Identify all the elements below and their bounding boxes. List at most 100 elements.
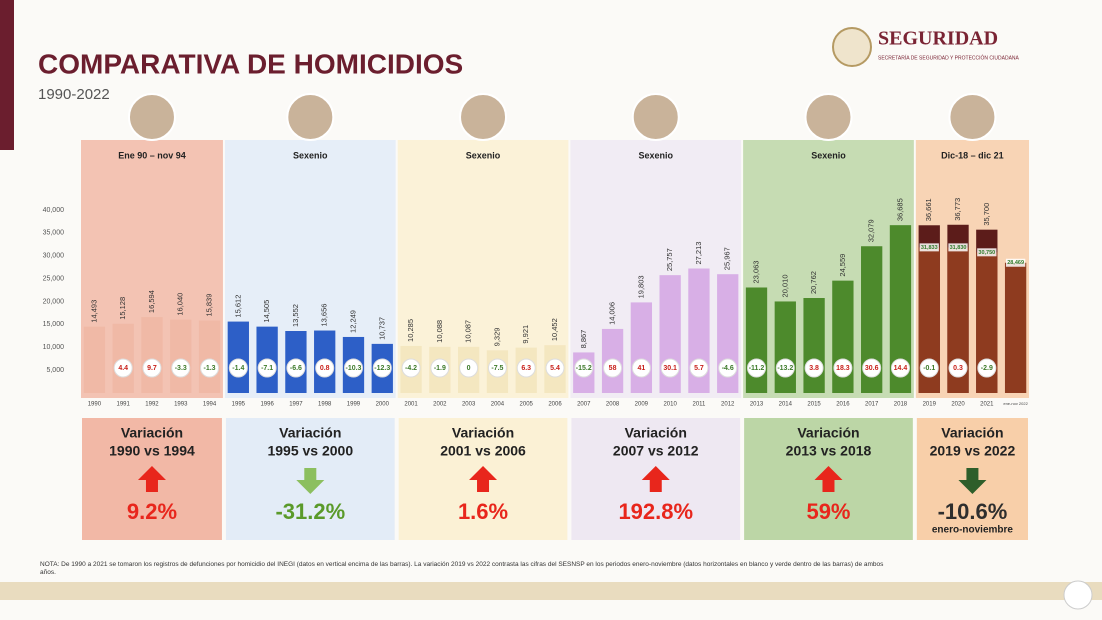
bar-value-label: 19,803 — [636, 275, 645, 298]
panel-comparison: 2013 vs 2018 — [786, 443, 872, 459]
y-tick-label: 5,000 — [46, 367, 64, 374]
change-badge — [862, 358, 882, 378]
variation-value: -31.2% — [275, 499, 345, 524]
title: COMPARATIVA DE HOMICIDIOS — [38, 48, 463, 79]
period-label: Sexenio — [811, 150, 846, 160]
inner-label-bg — [919, 243, 939, 252]
x-tick-label: 2002 — [433, 402, 447, 408]
bar-value-label: 12,249 — [348, 310, 357, 333]
inner-bar — [918, 247, 940, 393]
change-value: -4.6 — [722, 365, 734, 372]
x-tick-label: 1994 — [203, 402, 217, 408]
x-tick-label: 2004 — [491, 402, 505, 408]
panel-comparison: 1995 vs 2000 — [267, 443, 353, 459]
bar — [803, 298, 825, 393]
x-tick-label: 2018 — [894, 402, 908, 408]
change-value: 0.8 — [320, 365, 330, 372]
portrait — [286, 93, 335, 141]
inner-bar — [1004, 262, 1027, 393]
bar-value-label: 10,088 — [435, 320, 444, 343]
panel-comparison: 2007 vs 2012 — [613, 443, 699, 459]
change-badge — [718, 358, 738, 378]
x-tick-label: 2008 — [606, 402, 620, 408]
x-tick-label: 1991 — [117, 402, 131, 408]
bar-value-label: 25,967 — [723, 247, 732, 270]
change-value: 4.4 — [118, 365, 128, 372]
inner-label-bg — [948, 243, 968, 252]
portrait — [631, 93, 680, 141]
panel-title: Variación — [941, 425, 1003, 441]
change-value: -4.2 — [405, 365, 417, 372]
bar — [861, 246, 883, 393]
y-tick-label: 20,000 — [43, 298, 65, 305]
period-label: Ene 90 – nov 94 — [118, 150, 186, 160]
logo-subtext: SECRETARÍA DE SEGURIDAD Y PROTECCIÓN CIU… — [878, 54, 1020, 61]
change-badge — [286, 358, 306, 378]
y-tick-label: 10,000 — [43, 344, 65, 351]
bar — [170, 319, 192, 393]
period-label: Sexenio — [466, 150, 501, 160]
bar-value-label: 20,762 — [809, 271, 818, 294]
change-badge — [689, 358, 709, 378]
x-tick-label: 2014 — [779, 402, 793, 408]
change-value: -0.1 — [923, 365, 935, 372]
x-tick-label: 2010 — [663, 402, 677, 408]
y-tick-label: 35,000 — [43, 230, 65, 237]
bar-value-label: 10,285 — [406, 319, 415, 342]
inner-value-label: 28,469 — [1007, 260, 1024, 266]
bar — [630, 302, 653, 393]
x-tick-label: 1996 — [260, 402, 274, 408]
x-tick-label: 2012 — [721, 402, 735, 408]
bar — [141, 317, 163, 393]
variation-value: 192.8% — [618, 499, 693, 524]
bar-value-label: 14,505 — [262, 300, 271, 323]
change-badge — [919, 358, 939, 378]
bar-value-label: 32,079 — [867, 219, 876, 242]
x-tick-label: 1990 — [88, 402, 102, 408]
panel-title: Variación — [121, 425, 183, 441]
change-badge — [487, 358, 507, 378]
variation-value: 59% — [806, 499, 850, 524]
change-value: -13.2 — [777, 365, 793, 372]
x-tick-label: 1992 — [145, 402, 159, 408]
x-tick-label: 2016 — [836, 402, 850, 408]
note: NOTA: De 1990 a 2021 se tomaron los regi… — [40, 561, 884, 576]
change-badge — [257, 358, 277, 378]
variation-value: -10.6% — [938, 499, 1008, 524]
x-tick-label: 1993 — [174, 402, 188, 408]
change-value: 30.6 — [865, 365, 879, 372]
change-badge — [171, 358, 191, 378]
bar-value-label: 9,329 — [492, 328, 501, 347]
bar-value-label: 25,757 — [665, 248, 674, 271]
change-badge — [113, 358, 133, 378]
inner-label-bg — [1005, 258, 1026, 267]
bar-value-label: 10,737 — [377, 317, 386, 340]
change-value: -1.4 — [232, 365, 244, 372]
bar-value-label: 15,128 — [118, 297, 127, 320]
change-value: 5.4 — [550, 365, 560, 372]
subtitle: 1990-2022 — [38, 86, 110, 103]
x-tick-label: 2006 — [548, 402, 562, 408]
x-tick-label: 1999 — [347, 402, 361, 408]
change-badge — [775, 358, 795, 378]
change-value: -1.9 — [434, 365, 446, 372]
y-tick-label: 25,000 — [43, 275, 65, 282]
bar-value-label: 10,452 — [550, 318, 559, 341]
variation-note: enero-noviembre — [932, 525, 1014, 536]
period-label: Sexenio — [638, 150, 673, 160]
panel-comparison: 2001 vs 2006 — [440, 443, 526, 459]
period-label: Dic-18 – dic 21 — [941, 150, 1004, 160]
logo-seal — [832, 27, 872, 67]
portrait — [127, 93, 176, 141]
change-value: 0.3 — [953, 365, 963, 372]
bar — [889, 225, 912, 393]
panel-title: Variación — [797, 425, 859, 441]
inner-value-label: 30,750 — [978, 250, 995, 256]
change-badge — [228, 358, 248, 378]
change-badge — [459, 358, 479, 378]
x-tick-label: 2020 — [951, 402, 965, 408]
inner-bar — [947, 247, 969, 393]
x-tick-label: 2013 — [750, 402, 764, 408]
change-badge — [343, 358, 363, 378]
x-tick-label: 2011 — [692, 402, 706, 408]
